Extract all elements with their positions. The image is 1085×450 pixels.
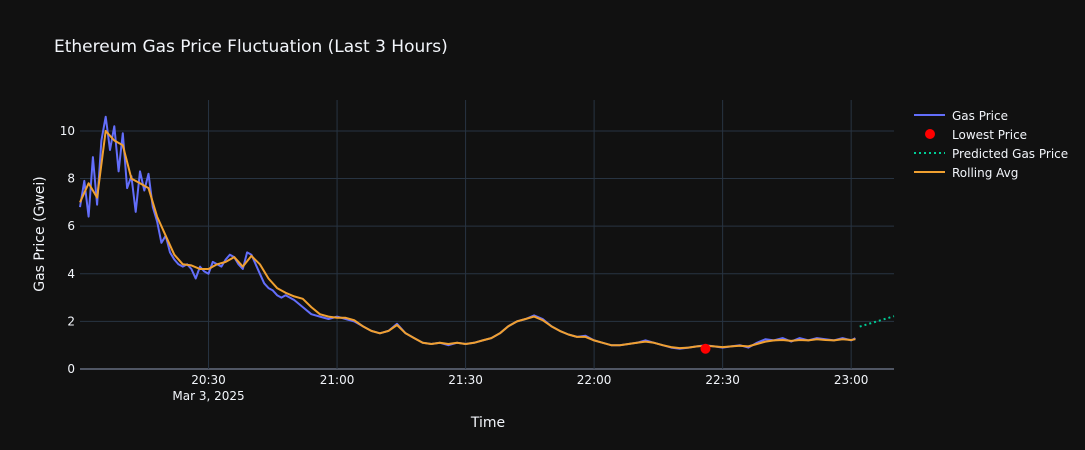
x-tick-label: 21:00: [320, 373, 355, 387]
x-tick-label: 22:30: [705, 373, 740, 387]
legend-item-predicted[interactable]: Predicted Gas Price: [914, 147, 1068, 161]
x-tick-label: 22:00: [577, 373, 612, 387]
chart-title: Ethereum Gas Price Fluctuation (Last 3 H…: [54, 37, 448, 57]
predicted-gas-price-line: [859, 315, 895, 328]
x-tick-label: 23:00: [834, 373, 869, 387]
legend-label-predicted: Predicted Gas Price: [952, 147, 1068, 161]
x-date-label: Mar 3, 2025: [172, 389, 244, 403]
legend-swatch-lowest-price: [925, 129, 935, 139]
y-axis-label: Gas Price (Gwei): [32, 176, 48, 292]
legend-label-rolling-avg: Rolling Avg: [952, 166, 1018, 180]
y-tick-label: 4: [67, 267, 75, 281]
x-tick-label: 20:30: [191, 373, 226, 387]
x-axis-label: Time: [470, 415, 505, 431]
legend-item-gas-price[interactable]: Gas Price: [914, 109, 1008, 123]
y-tick-label: 0: [67, 362, 75, 376]
y-tick-label: 2: [67, 314, 75, 328]
lowest-price-marker: [700, 343, 711, 354]
legend: Gas Price Lowest Price Predicted Gas Pri…: [914, 109, 1068, 180]
y-tick-label: 8: [67, 172, 75, 186]
grid-lines: [80, 100, 894, 370]
axis-layer: 0 2 4 6 8 10 20:30 21:00 21:30 22:00 22:30 23:00 Mar…: [60, 124, 869, 403]
series-layer: [79, 115, 895, 354]
legend-label-lowest-price: Lowest Price: [952, 128, 1027, 142]
legend-item-lowest-price[interactable]: Lowest Price: [925, 128, 1027, 142]
rolling-avg-line: [79, 129, 856, 350]
y-tick-label: 10: [60, 124, 75, 138]
legend-item-rolling-avg[interactable]: Rolling Avg: [914, 166, 1018, 180]
x-tick-label: 21:30: [448, 373, 483, 387]
legend-label-gas-price: Gas Price: [952, 109, 1008, 123]
y-tick-label: 6: [67, 219, 75, 233]
